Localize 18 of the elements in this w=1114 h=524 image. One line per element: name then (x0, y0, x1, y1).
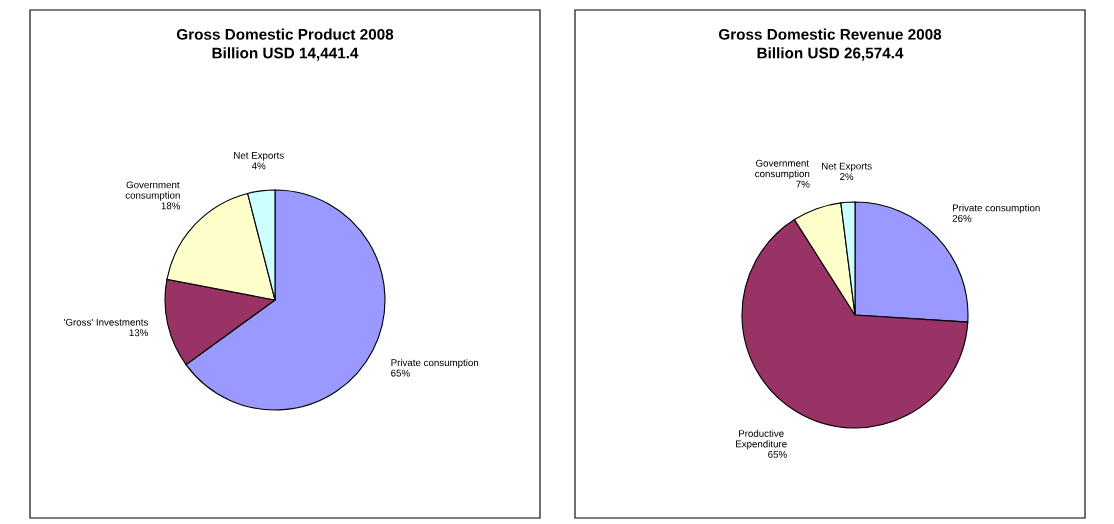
chart-title: Gross Domestic Product 2008 Billion USD 14,441.4 (176, 28, 394, 61)
data-label: 26% (952, 214, 972, 222)
slice-label: Private consumption (953, 204, 1040, 214)
slice-label: Net Exports (822, 162, 872, 172)
data-label: 2% (840, 173, 854, 180)
slice-label: Net Exports (234, 152, 284, 161)
data-label: 18% (161, 202, 181, 210)
data-label: 4% (251, 162, 266, 170)
slice-label: Government consumption (125, 181, 180, 201)
data-label: 7% (796, 180, 810, 188)
chart-title: Gross Domestic Revenue 2008 Billion USD 26,574.4 (718, 28, 942, 61)
slice-label: Private consumption (391, 358, 479, 368)
slice-label: Government consumption (755, 159, 810, 180)
slice-label: Productive Expenditure (736, 429, 787, 450)
data-label: 13% (129, 329, 148, 337)
data-label: 65% (391, 369, 410, 377)
data-label: 65% (768, 450, 787, 458)
slice-label: 'Gross' Investments (64, 318, 148, 326)
